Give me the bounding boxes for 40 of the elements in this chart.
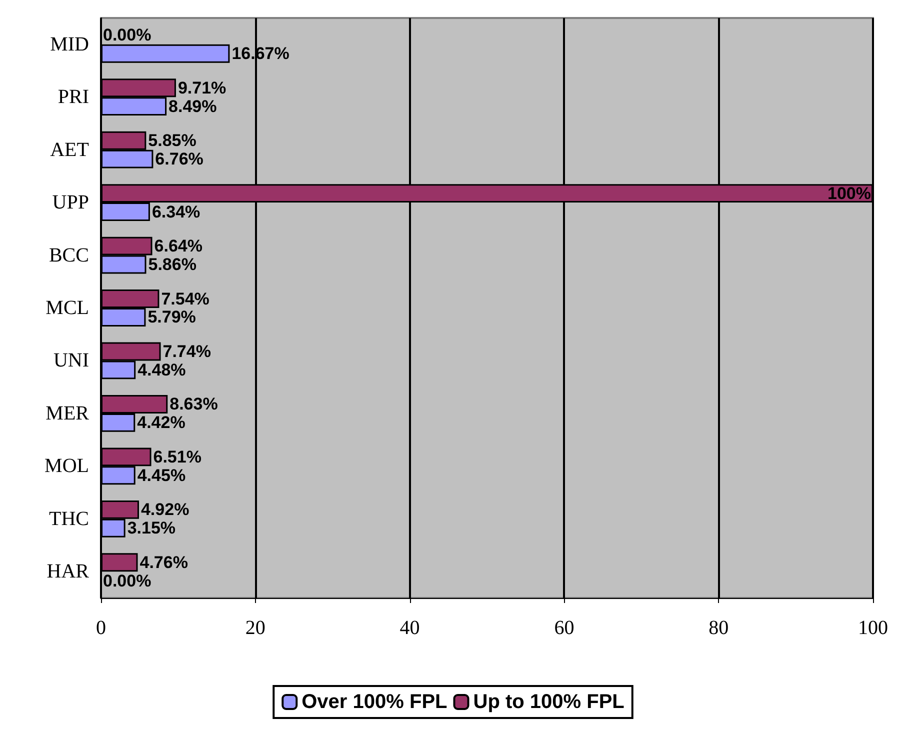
data-label: 0.00%	[103, 571, 152, 590]
data-label: 4.48%	[138, 360, 186, 380]
y-tick-label: MOL	[44, 455, 89, 478]
data-label: 4.45%	[137, 466, 186, 485]
data-label: 5.79%	[148, 308, 196, 327]
x-tick-label: 100	[858, 617, 888, 639]
data-label: 5.85%	[148, 131, 196, 150]
data-label: 4.76%	[140, 552, 188, 572]
data-label: 6.76%	[155, 150, 204, 169]
y-tick-label: HAR	[46, 560, 90, 583]
x-tick-label: 40	[400, 617, 420, 639]
y-tick-label: MID	[50, 33, 89, 56]
y-tick-label: MCL	[46, 297, 89, 319]
data-label: 4.42%	[137, 413, 186, 432]
y-tick-label: PRI	[58, 86, 89, 108]
data-label: 100%	[828, 184, 871, 203]
y-tick-label: UPP	[52, 192, 89, 214]
y-tick-label: THC	[49, 508, 89, 530]
legend-label: Over 100% FPL	[302, 691, 448, 713]
data-label: 6.34%	[152, 202, 200, 222]
data-label: 7.74%	[162, 342, 211, 361]
data-label: 5.86%	[148, 255, 196, 274]
data-label: 8.49%	[168, 96, 217, 116]
data-label: 7.54%	[161, 289, 210, 308]
data-label: 9.71%	[178, 78, 226, 98]
data-label: 6.64%	[154, 236, 202, 256]
data-label: 0.00%	[103, 26, 152, 45]
data-label: 4.92%	[140, 500, 190, 520]
data-label: 8.63%	[170, 394, 218, 414]
x-tick-label: 80	[708, 617, 729, 639]
y-tick-label: AET	[50, 138, 89, 161]
y-tick-label: MER	[46, 402, 90, 424]
legend-label: Up to 100% FPL	[473, 691, 624, 713]
y-tick-label: UNI	[53, 350, 89, 372]
data-label: 6.51%	[153, 447, 202, 466]
data-label: 3.15%	[127, 518, 176, 538]
x-tick-label: 20	[245, 617, 266, 639]
y-tick-label: BCC	[48, 244, 89, 266]
x-tick-label: 0	[96, 617, 106, 639]
x-tick-label: 60	[554, 617, 574, 639]
